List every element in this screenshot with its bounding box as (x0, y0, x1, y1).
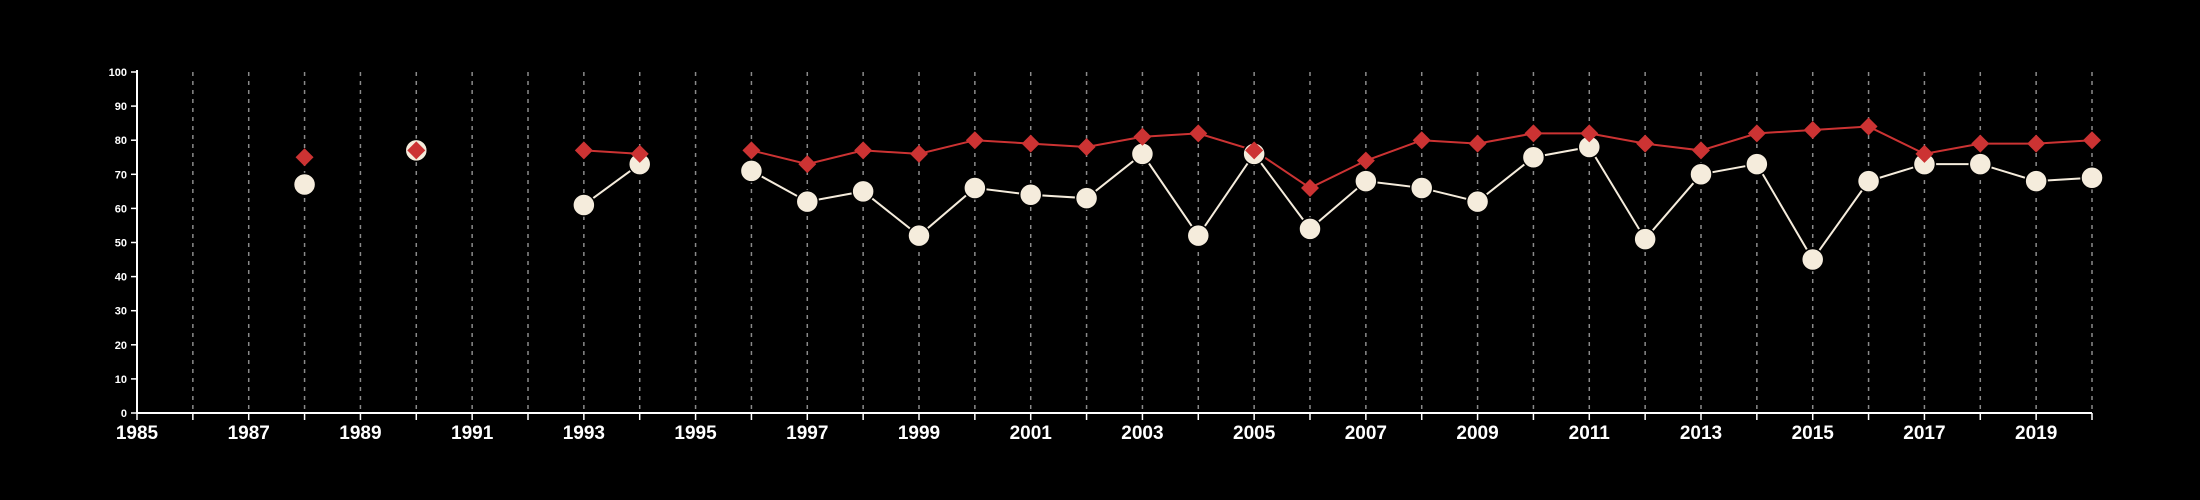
data-point-circle (1018, 183, 1043, 207)
data-point-diamond (407, 141, 426, 160)
data-point-diamond (1803, 120, 1822, 139)
data-point-circle (739, 159, 764, 183)
y-tick-label: 20 (115, 340, 127, 352)
data-point-diamond (1412, 131, 1431, 150)
data-point-circle (1465, 189, 1490, 214)
series-diamond-markers (295, 117, 2101, 197)
data-point-circle (572, 193, 596, 217)
x-tick-label: 1987 (228, 423, 270, 444)
x-tick-label: 1993 (563, 423, 605, 444)
data-point-diamond (742, 141, 761, 160)
x-tick-label: 2001 (1010, 423, 1053, 444)
data-point-circle (1968, 152, 1993, 176)
data-point-diamond (1580, 124, 1599, 143)
x-tick-label: 2019 (2015, 423, 2057, 444)
x-tick-label: 1985 (116, 423, 159, 444)
y-tick-label: 70 (115, 169, 127, 181)
x-tick-label: 2017 (1903, 423, 1945, 444)
data-point-circle (1409, 176, 1434, 200)
data-point-circle (1521, 145, 1546, 169)
y-tick-label: 60 (115, 203, 127, 215)
data-point-circle (1689, 162, 1713, 187)
data-point-diamond (1747, 124, 1766, 143)
data-point-circle (963, 176, 987, 200)
data-point-circle (1074, 186, 1099, 210)
y-tick-label: 40 (115, 272, 127, 284)
data-point-diamond (854, 141, 873, 160)
data-point-diamond (1915, 144, 1934, 163)
data-point-diamond (965, 131, 984, 150)
data-point-diamond (1301, 178, 1319, 197)
data-point-circle (1800, 247, 1825, 272)
data-point-diamond (1971, 134, 1990, 153)
data-point-circle (1354, 169, 1378, 193)
y-tick-label: 0 (121, 408, 127, 420)
data-point-circle (1745, 152, 1769, 176)
x-tick-label: 2015 (1792, 423, 1835, 444)
data-point-circle (1298, 217, 1322, 241)
data-point-circle (907, 223, 931, 248)
y-tick-label: 80 (115, 135, 127, 147)
data-point-circle (1633, 227, 1657, 251)
axes: 0 10 20 30 40 50 60 70 80 90 100 1985 1987 1989 1991 19… (109, 67, 2093, 444)
data-point-circle (851, 179, 875, 204)
data-point-diamond (1021, 134, 1040, 153)
series-circle-markers (292, 135, 2104, 272)
data-point-diamond (1356, 151, 1375, 170)
x-tick-label: 2005 (1233, 423, 1276, 444)
x-tick-label: 1991 (451, 423, 494, 444)
x-tick-label: 1995 (674, 423, 717, 444)
x-tick-label: 2013 (1680, 423, 1722, 444)
data-point-circle (795, 189, 820, 214)
x-tick-label: 2003 (1121, 423, 1163, 444)
x-tick-label: 1989 (339, 423, 381, 444)
data-point-circle (1130, 142, 1155, 166)
data-point-diamond (295, 148, 314, 167)
y-tick-label: 30 (115, 306, 127, 318)
x-tick-label: 2007 (1345, 423, 1387, 444)
series (292, 117, 2104, 272)
data-point-diamond (1859, 117, 1878, 136)
data-point-diamond (1468, 134, 1487, 153)
data-point-diamond (1077, 138, 1096, 157)
data-point-diamond (1133, 127, 1152, 146)
y-tick-label: 100 (109, 67, 127, 79)
data-point-diamond (798, 155, 817, 174)
y-tick-label: 90 (115, 101, 127, 113)
data-point-diamond (1524, 124, 1543, 143)
data-point-circle (2080, 165, 2104, 190)
x-tick-label: 1997 (786, 423, 828, 444)
y-tick-label: 50 (115, 238, 127, 250)
data-point-diamond (574, 141, 593, 160)
data-point-diamond (910, 144, 928, 163)
data-point-diamond (1189, 124, 1208, 143)
x-tick-label: 1999 (898, 423, 940, 444)
x-tick-label: 2009 (1456, 423, 1498, 444)
data-point-diamond (1245, 141, 1264, 160)
data-point-diamond (1692, 141, 1710, 160)
data-point-circle (2024, 169, 2048, 193)
y-tick-label: 10 (115, 374, 127, 386)
data-point-diamond (630, 144, 649, 163)
data-point-circle (292, 172, 317, 197)
data-point-diamond (2083, 131, 2101, 150)
data-point-circle (1186, 223, 1211, 248)
x-tick-label: 2011 (1569, 423, 1611, 444)
data-point-diamond (2027, 134, 2046, 153)
grid-lines (192, 72, 2093, 413)
series-line (583, 149, 640, 155)
data-point-circle (1856, 169, 1881, 193)
data-point-diamond (1636, 134, 1655, 153)
